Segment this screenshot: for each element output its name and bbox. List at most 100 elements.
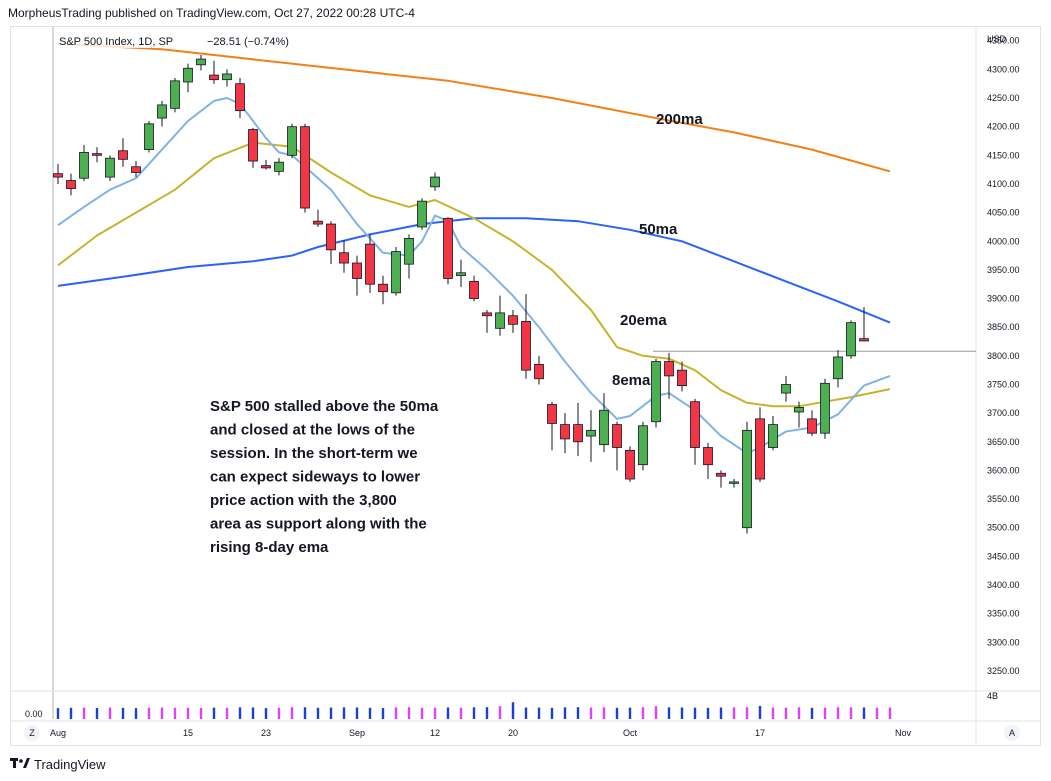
- volume-bar: [407, 707, 411, 719]
- candle[interactable]: [690, 398, 700, 465]
- volume-bar: [212, 707, 216, 719]
- annotation-line: S&P 500 stalled above the 50ma: [210, 398, 439, 415]
- volume-bar: [147, 707, 151, 719]
- candle-body: [508, 315, 518, 325]
- candle[interactable]: [131, 161, 141, 178]
- candle[interactable]: [742, 421, 752, 534]
- candle[interactable]: [781, 375, 791, 402]
- candle[interactable]: [300, 123, 310, 213]
- volume-bar: [329, 707, 333, 719]
- candle[interactable]: [66, 173, 76, 196]
- candle[interactable]: [183, 63, 193, 93]
- candle[interactable]: [170, 77, 180, 113]
- volume-bar: [719, 707, 723, 719]
- candle[interactable]: [157, 100, 167, 127]
- candle[interactable]: [248, 127, 258, 168]
- candle[interactable]: [469, 275, 479, 302]
- volume-bar: [290, 707, 294, 719]
- ma200-label: 200ma: [656, 111, 703, 128]
- candle[interactable]: [391, 246, 401, 296]
- candle-body: [742, 429, 752, 529]
- candle[interactable]: [378, 275, 388, 305]
- candle[interactable]: [339, 240, 349, 273]
- candle[interactable]: [508, 310, 518, 333]
- candle-body: [482, 312, 492, 317]
- candle[interactable]: [235, 77, 245, 119]
- candle[interactable]: [677, 361, 687, 392]
- candle[interactable]: [456, 259, 466, 288]
- candle[interactable]: [92, 147, 102, 163]
- candle[interactable]: [79, 145, 89, 182]
- candle[interactable]: [313, 209, 323, 227]
- candle[interactable]: [625, 446, 635, 482]
- candle[interactable]: [703, 442, 713, 480]
- volume-bar: [95, 707, 99, 719]
- candle-body: [677, 369, 687, 387]
- x-tick-label: Aug: [50, 728, 66, 738]
- candle[interactable]: [755, 407, 765, 482]
- y-tick-label: 4050.00: [987, 208, 1020, 218]
- candle[interactable]: [794, 401, 804, 428]
- candle[interactable]: [495, 295, 505, 336]
- y-tick-label: 4350.00: [987, 36, 1020, 46]
- candle[interactable]: [521, 293, 531, 379]
- ma50-label: 50ma: [639, 221, 678, 238]
- candle[interactable]: [612, 421, 622, 471]
- candle[interactable]: [196, 55, 206, 71]
- candle[interactable]: [859, 307, 869, 342]
- candle[interactable]: [209, 60, 219, 84]
- candle[interactable]: [599, 393, 609, 453]
- candle[interactable]: [53, 163, 63, 184]
- candle-body: [196, 58, 206, 66]
- candle[interactable]: [573, 402, 583, 457]
- candle[interactable]: [586, 410, 596, 462]
- volume-bar: [563, 707, 567, 719]
- candle[interactable]: [534, 355, 544, 385]
- volume-bar: [615, 707, 619, 719]
- volume-bar: [108, 707, 112, 719]
- candle[interactable]: [716, 470, 726, 488]
- zoom-button[interactable]: [24, 725, 40, 741]
- annotation-line: and closed at the lows of the: [210, 422, 415, 439]
- candle[interactable]: [820, 378, 830, 439]
- candle[interactable]: [144, 120, 154, 153]
- candle[interactable]: [651, 358, 661, 428]
- auto-scale-button-label[interactable]: A: [1009, 728, 1015, 738]
- candle[interactable]: [729, 479, 739, 488]
- candle[interactable]: [482, 310, 492, 333]
- candle[interactable]: [222, 69, 232, 87]
- zoom-button-label[interactable]: Z: [29, 728, 35, 738]
- auto-scale-button[interactable]: [1004, 725, 1020, 741]
- candle[interactable]: [547, 401, 557, 451]
- candle[interactable]: [807, 410, 817, 437]
- candle[interactable]: [105, 155, 115, 182]
- candle[interactable]: [118, 138, 128, 167]
- candle-body: [820, 382, 830, 434]
- candle[interactable]: [404, 234, 414, 279]
- volume-bar: [433, 707, 437, 719]
- candle[interactable]: [417, 198, 427, 230]
- candle[interactable]: [443, 217, 453, 285]
- candle[interactable]: [261, 159, 271, 170]
- candle-body: [79, 152, 89, 179]
- candle[interactable]: [560, 413, 570, 454]
- candle-body: [599, 409, 609, 446]
- candle-body: [248, 129, 258, 162]
- candle[interactable]: [638, 421, 648, 471]
- candle[interactable]: [846, 320, 856, 359]
- candle[interactable]: [326, 221, 336, 265]
- chart-frame[interactable]: USD 4350.00 4300.00 4250.00 4200.00 4150.00 41…: [10, 26, 1041, 746]
- candle-body: [573, 424, 583, 443]
- candle[interactable]: [430, 172, 440, 191]
- candle[interactable]: [768, 415, 778, 451]
- publisher-line: MorpheusTrading published on TradingView…: [8, 6, 415, 20]
- candle[interactable]: [274, 158, 284, 176]
- candle[interactable]: [287, 123, 297, 159]
- y-tick-label: 3800.00: [987, 351, 1020, 361]
- candle[interactable]: [664, 352, 674, 399]
- volume-bar: [420, 707, 424, 719]
- candle[interactable]: [352, 255, 362, 296]
- candle[interactable]: [365, 234, 375, 293]
- candle[interactable]: [833, 350, 843, 388]
